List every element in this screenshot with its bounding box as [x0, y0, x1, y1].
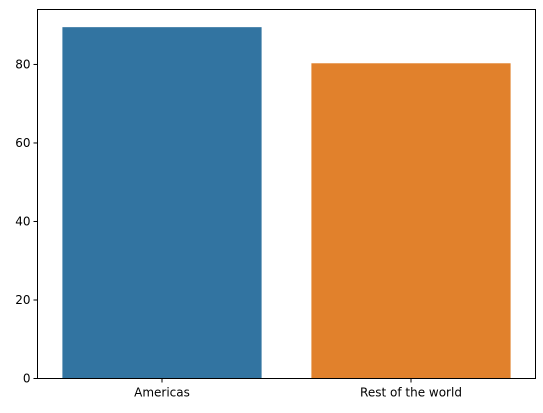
bar-rest-of-the-world [311, 63, 511, 379]
y-tick-label: 0 [23, 372, 31, 386]
y-tick-label: 80 [15, 57, 30, 71]
x-axis: Americas Rest of the world [134, 378, 462, 400]
x-tick-label: Rest of the world [360, 386, 462, 400]
y-axis: 0 20 40 60 80 [15, 57, 38, 386]
y-tick-label: 20 [15, 293, 30, 307]
bar-americas [62, 27, 262, 379]
y-tick-label: 60 [15, 136, 30, 150]
y-tick-label: 40 [15, 214, 30, 228]
plot-frame [37, 9, 536, 379]
x-tick-label: Americas [134, 386, 190, 400]
bars-group [62, 27, 511, 379]
